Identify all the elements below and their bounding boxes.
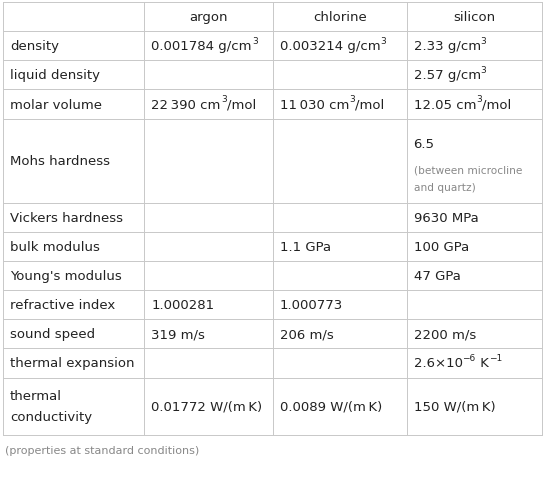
Text: 2.6×10: 2.6×10 [414,357,463,370]
Text: 1.000773: 1.000773 [280,299,343,312]
Text: 0.0089 W/(m K): 0.0089 W/(m K) [280,400,382,413]
Text: 0.001784 g/cm: 0.001784 g/cm [152,40,252,53]
Text: 319 m/s: 319 m/s [152,328,205,341]
Text: and quartz): and quartz) [414,183,475,193]
Text: 3: 3 [349,95,355,104]
Text: 2.33 g/cm: 2.33 g/cm [414,40,481,53]
Text: 3: 3 [476,95,482,104]
Text: K: K [476,357,489,370]
Text: 150 W/(m K): 150 W/(m K) [414,400,495,413]
Text: −1: −1 [489,353,502,362]
Text: 2.57 g/cm: 2.57 g/cm [414,69,481,82]
Text: bulk modulus: bulk modulus [10,240,100,253]
Text: /mol: /mol [227,98,256,111]
Text: liquid density: liquid density [10,69,100,82]
Text: /mol: /mol [482,98,511,111]
Text: 22 390 cm: 22 390 cm [152,98,221,111]
Text: 100 GPa: 100 GPa [414,240,469,253]
Text: −6: −6 [463,353,476,362]
Text: thermal expansion: thermal expansion [10,357,135,370]
Text: 3: 3 [221,95,227,104]
Text: sound speed: sound speed [10,328,95,341]
Text: thermal: thermal [10,390,62,403]
Text: 3: 3 [252,37,258,46]
Text: 3: 3 [481,66,486,75]
Text: (between microcline: (between microcline [414,165,522,175]
Text: molar volume: molar volume [10,98,102,111]
Text: density: density [10,40,59,53]
Text: 3: 3 [380,37,386,46]
Text: 206 m/s: 206 m/s [280,328,334,341]
Text: 9630 MPa: 9630 MPa [414,211,479,224]
Text: 0.01772 W/(m K): 0.01772 W/(m K) [152,400,263,413]
Text: Young's modulus: Young's modulus [10,269,122,282]
Text: (properties at standard conditions): (properties at standard conditions) [5,445,199,455]
Text: 12.05 cm: 12.05 cm [414,98,476,111]
Text: /mol: /mol [355,98,384,111]
Text: 6.5: 6.5 [414,138,434,151]
Text: chlorine: chlorine [313,11,367,24]
Text: 0.003214 g/cm: 0.003214 g/cm [280,40,380,53]
Text: Vickers hardness: Vickers hardness [10,211,123,224]
Text: refractive index: refractive index [10,299,115,312]
Text: 3: 3 [481,37,486,46]
Text: 2200 m/s: 2200 m/s [414,328,476,341]
Text: 1.1 GPa: 1.1 GPa [280,240,331,253]
Text: silicon: silicon [453,11,495,24]
Text: 47 GPa: 47 GPa [414,269,461,282]
Text: 11 030 cm: 11 030 cm [280,98,349,111]
Text: argon: argon [190,11,228,24]
Text: 1.000281: 1.000281 [152,299,215,312]
Text: conductivity: conductivity [10,410,92,423]
Text: Mohs hardness: Mohs hardness [10,155,110,168]
